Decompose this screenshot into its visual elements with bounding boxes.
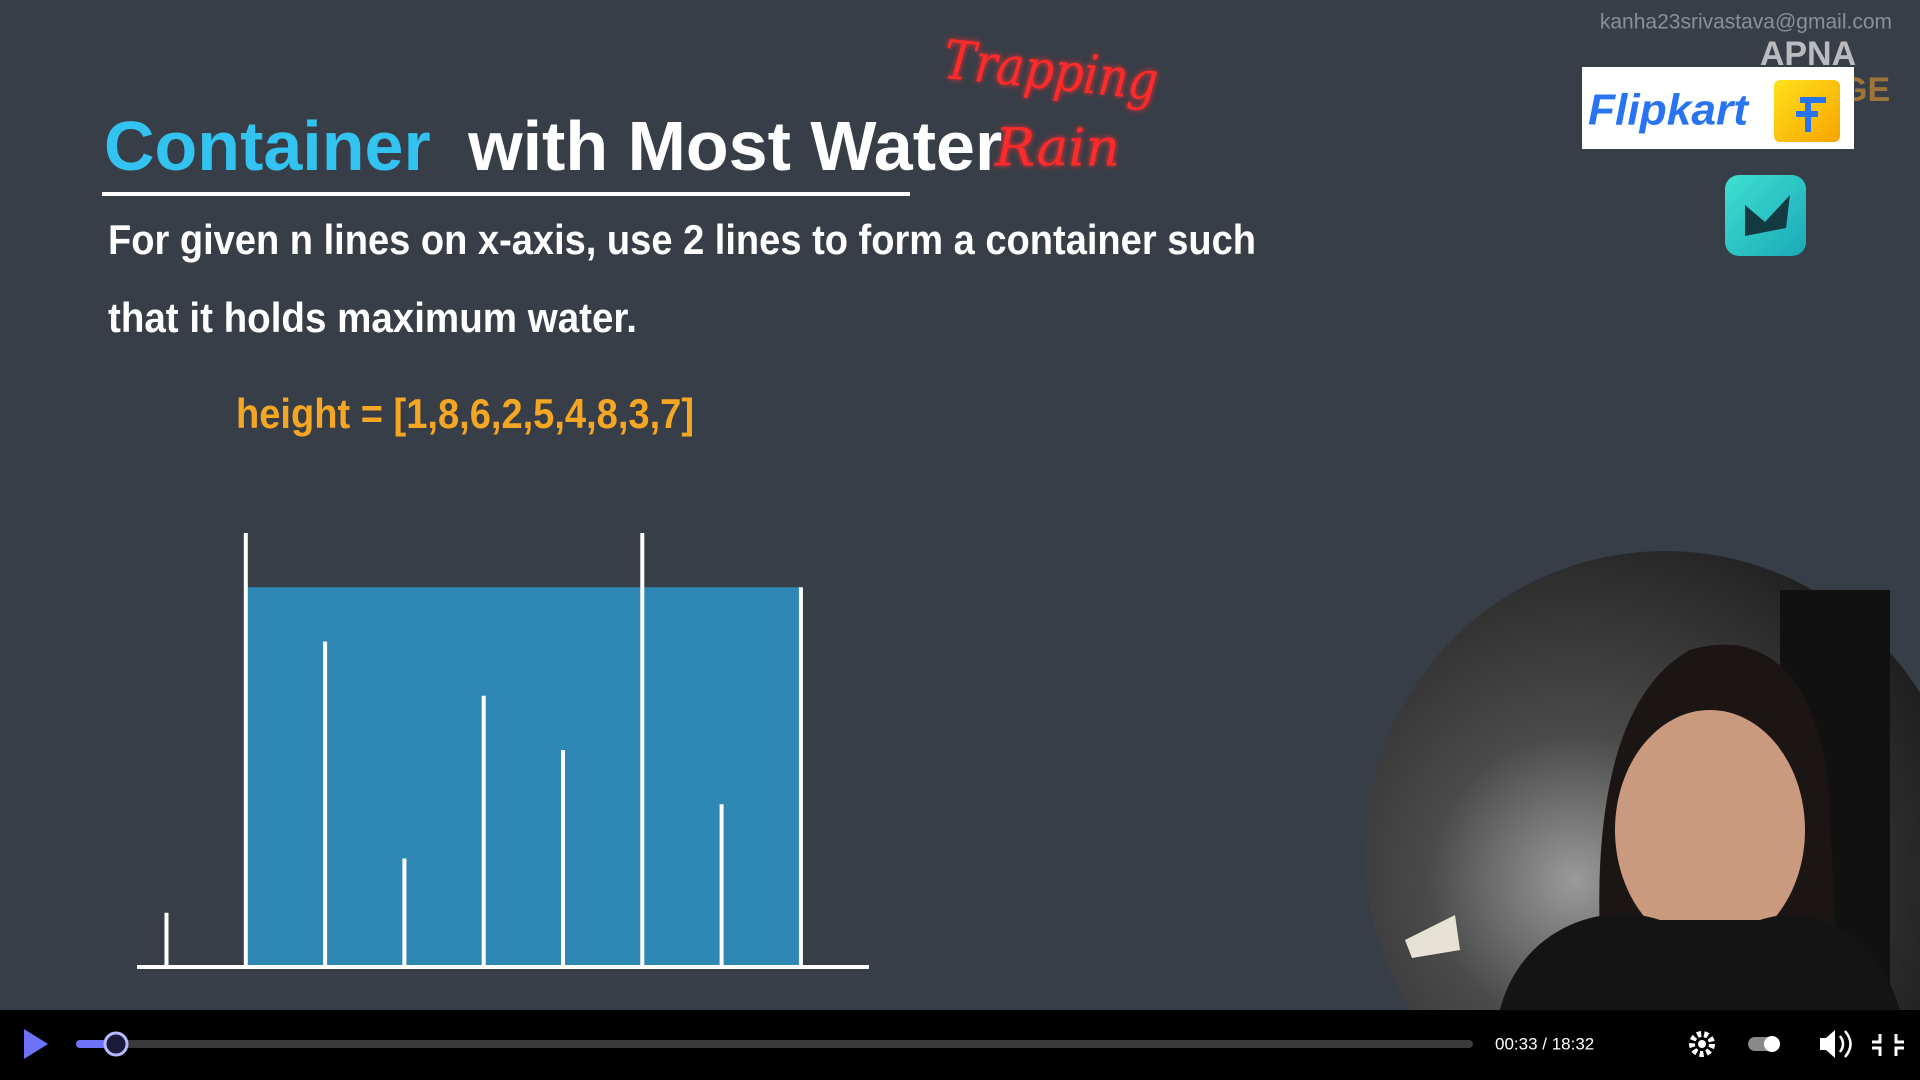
settings-button[interactable] — [1689, 1031, 1715, 1057]
sponsor-logo: Flipkart — [1582, 67, 1854, 149]
slide-title: Container with Most Water — [104, 107, 1002, 185]
app-icon — [1725, 175, 1806, 256]
title-rest: with Most Water — [467, 107, 1002, 185]
webcam-face — [1615, 710, 1805, 950]
exit-fullscreen-button[interactable] — [1872, 1034, 1904, 1056]
sponsor-icon-mark — [1796, 97, 1826, 132]
water — [245, 587, 801, 967]
toggle-knob — [1764, 1036, 1780, 1052]
progress-track[interactable] — [76, 1040, 1473, 1048]
brand-watermark: APNA — [1760, 35, 1856, 73]
webcam-body — [1500, 914, 1900, 1010]
array-text: height = [1,8,6,2,5,4,8,3,7] — [236, 390, 694, 437]
toggle-button[interactable] — [1748, 1036, 1780, 1052]
description-line: that it holds maximum water. — [108, 294, 637, 341]
play-button[interactable] — [24, 1029, 48, 1059]
description-line: For given n lines on x-axis, use 2 lines… — [108, 216, 1256, 263]
email-watermark: kanha23srivastava@gmail.com — [1600, 11, 1892, 34]
volume-button[interactable] — [1820, 1030, 1852, 1058]
time-display: 00:33 / 18:32 — [1495, 1034, 1594, 1053]
annotation-text: Rain — [994, 119, 1120, 179]
title-highlight: Container — [104, 107, 431, 185]
settings-gear — [1689, 1031, 1715, 1057]
progress-knob[interactable] — [103, 1031, 129, 1057]
sponsor-name: Flipkart — [1588, 86, 1750, 135]
app-icon-bg — [1725, 175, 1806, 256]
volume-waves — [1838, 1030, 1852, 1058]
webcam — [1365, 551, 1920, 1010]
settings-hub — [1698, 1040, 1706, 1048]
container-diagram — [137, 533, 869, 969]
volume-speaker — [1820, 1030, 1835, 1058]
app-icon-mark — [1745, 195, 1790, 236]
webcam-lamp — [1405, 915, 1460, 958]
